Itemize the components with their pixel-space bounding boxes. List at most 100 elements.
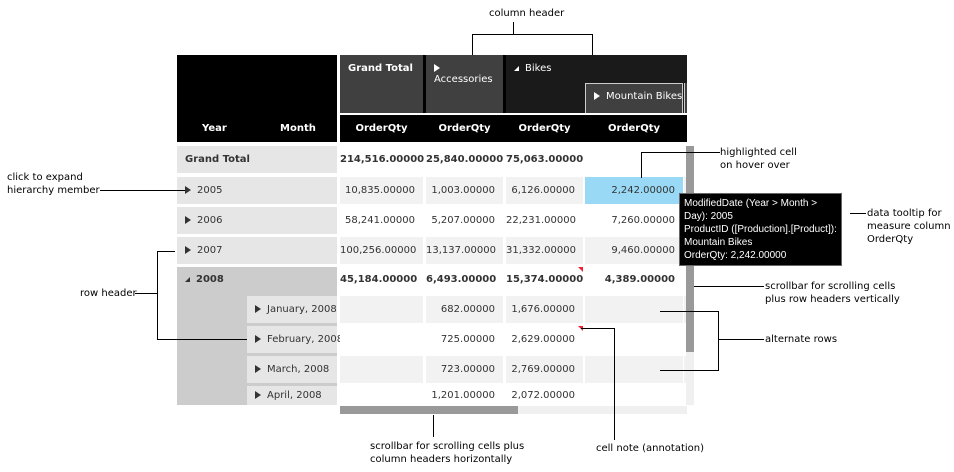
expand-icon[interactable] bbox=[255, 305, 261, 313]
data-cell[interactable]: 682.00000 bbox=[426, 296, 503, 323]
data-cell[interactable]: 25,840.00000 bbox=[426, 146, 503, 173]
highlighted-cell[interactable]: 2,242.00000 bbox=[585, 177, 683, 204]
data-cell[interactable] bbox=[340, 326, 423, 353]
horizontal-scrollbar-thumb[interactable] bbox=[340, 406, 518, 414]
row-header-title-area bbox=[177, 55, 337, 142]
data-cell[interactable]: 2,769.00000 bbox=[506, 356, 583, 383]
cell-note-marker[interactable] bbox=[578, 267, 583, 272]
data-cell[interactable]: 1,201.00000 bbox=[426, 386, 503, 405]
expand-icon[interactable] bbox=[255, 391, 261, 399]
tooltip-line: Day): 2005 bbox=[684, 211, 733, 222]
row-header[interactable]: 2005 bbox=[177, 177, 337, 204]
col-header-label: Mountain Bikes bbox=[606, 91, 683, 102]
data-cell[interactable]: 15,374.00000 bbox=[506, 267, 583, 293]
annotation-highlight: highlighted cell on hover over bbox=[720, 146, 797, 172]
data-cell[interactable]: 1,003.00000 bbox=[426, 177, 503, 204]
data-cell[interactable]: 6,493.00000 bbox=[426, 267, 503, 293]
data-cell[interactable]: 7,260.00000 bbox=[585, 207, 683, 234]
tooltip-line: ProductID ([Production].[Product]): bbox=[684, 224, 837, 235]
data-cell[interactable]: 1,676.00000 bbox=[506, 296, 583, 323]
expand-icon[interactable] bbox=[434, 64, 440, 72]
data-tooltip: ModifiedDate (Year > Month > Day): 2005 … bbox=[679, 193, 842, 266]
data-cell[interactable]: 2,072.00000 bbox=[506, 386, 583, 405]
data-cell[interactable]: 214,516.00000 bbox=[340, 146, 424, 173]
data-cell[interactable]: 4,389.00000 bbox=[585, 267, 683, 293]
annotation-line: click to expand bbox=[7, 172, 83, 183]
data-cell[interactable] bbox=[585, 326, 683, 353]
expand-icon[interactable] bbox=[185, 186, 191, 194]
data-cell[interactable] bbox=[585, 146, 683, 173]
measure-header-row bbox=[340, 115, 687, 142]
data-cell[interactable]: 9,460.00000 bbox=[585, 237, 683, 264]
row-header[interactable]: January, 2008 bbox=[247, 296, 337, 323]
row-edge bbox=[684, 177, 687, 204]
annotation-line: measure column bbox=[867, 221, 951, 232]
annotation-vscroll: scrollbar for scrolling cells plus row he… bbox=[765, 280, 900, 306]
col-header-label: Accessories bbox=[434, 74, 493, 85]
data-cell[interactable]: 58,241.00000 bbox=[340, 207, 423, 234]
data-cell[interactable]: 22,231.00000 bbox=[506, 207, 583, 234]
data-cell[interactable]: 2,629.00000 bbox=[506, 326, 583, 353]
expand-icon[interactable] bbox=[594, 92, 600, 100]
row-header[interactable]: 2006 bbox=[177, 207, 337, 234]
row-header-label: March, 2008 bbox=[267, 364, 330, 375]
data-cell[interactable]: 13,137.00000 bbox=[426, 237, 503, 264]
row-edge bbox=[684, 296, 687, 323]
data-cell[interactable] bbox=[340, 386, 423, 405]
data-cell[interactable] bbox=[585, 356, 683, 383]
next-col-header-edge bbox=[684, 83, 687, 113]
measure-header: OrderQty bbox=[438, 123, 491, 134]
annotation-column-header: column header bbox=[489, 8, 565, 19]
col-header-accessories[interactable]: Accessories bbox=[426, 55, 503, 113]
expand-icon[interactable] bbox=[255, 365, 261, 373]
data-cell[interactable]: 31,332.00000 bbox=[506, 237, 583, 264]
row-header[interactable]: April, 2008 bbox=[247, 386, 337, 405]
collapse-icon[interactable] bbox=[514, 66, 519, 71]
annotation-line: plus row headers vertically bbox=[765, 294, 900, 305]
data-cell[interactable]: 45,184.00000 bbox=[340, 267, 423, 293]
cell-note-marker[interactable] bbox=[578, 326, 583, 331]
data-cell[interactable] bbox=[340, 356, 423, 383]
annotation-row-header: row header bbox=[80, 288, 137, 299]
data-cell[interactable] bbox=[585, 296, 683, 323]
measure-header: OrderQty bbox=[607, 123, 661, 134]
expand-icon[interactable] bbox=[185, 246, 191, 254]
row-header[interactable]: March, 2008 bbox=[247, 356, 337, 383]
annotation-hscroll: scrollbar for scrolling cells plus column… bbox=[370, 440, 524, 466]
annotation-line: hierarchy member bbox=[7, 185, 100, 196]
annotation-line: scrollbar for scrolling cells bbox=[765, 281, 896, 292]
row-edge bbox=[684, 356, 687, 383]
tooltip-line: ModifiedDate (Year > Month > bbox=[684, 198, 818, 209]
data-cell[interactable] bbox=[585, 386, 683, 405]
data-cell[interactable]: 723.00000 bbox=[426, 356, 503, 383]
expand-icon[interactable] bbox=[255, 335, 261, 343]
annotation-line: column headers horizontally bbox=[370, 454, 513, 465]
row-header-grand-total: Grand Total bbox=[177, 146, 337, 173]
row-header-label: 2006 bbox=[197, 215, 223, 226]
expand-icon[interactable] bbox=[185, 216, 191, 224]
annotation-line: scrollbar for scrolling cells plus bbox=[370, 441, 525, 452]
annotation-line: data tooltip for bbox=[867, 208, 942, 219]
data-cell[interactable]: 10,835.00000 bbox=[340, 177, 423, 204]
row-header[interactable]: 2008 bbox=[177, 267, 337, 293]
row-header-label: February, 2008 bbox=[267, 334, 344, 345]
data-cell[interactable] bbox=[340, 296, 423, 323]
annotation-expand: click to expand hierarchy member bbox=[7, 171, 100, 197]
data-cell[interactable]: 6,126.00000 bbox=[506, 177, 583, 204]
row-header[interactable]: 2007 bbox=[177, 237, 337, 264]
data-cell[interactable]: 5,207.00000 bbox=[426, 207, 503, 234]
col-header-bikes[interactable]: Bikes bbox=[506, 55, 687, 81]
row-header[interactable]: February, 2008 bbox=[247, 326, 343, 353]
row-header-label: April, 2008 bbox=[267, 390, 322, 401]
col-header-mountain-bikes[interactable]: Mountain Bikes bbox=[585, 83, 683, 113]
data-cell[interactable]: 75,063.00000 bbox=[506, 146, 583, 173]
data-cell[interactable]: 100,256.00000 bbox=[340, 237, 423, 264]
measure-header: OrderQty bbox=[355, 123, 408, 134]
row-header-label: 2005 bbox=[197, 185, 223, 196]
data-cell[interactable]: 725.00000 bbox=[426, 326, 503, 353]
collapse-icon[interactable] bbox=[185, 277, 190, 282]
annotation-line: on hover over bbox=[720, 160, 790, 171]
col-header-label: Grand Total bbox=[348, 63, 413, 74]
col-header-label: Bikes bbox=[525, 63, 552, 74]
